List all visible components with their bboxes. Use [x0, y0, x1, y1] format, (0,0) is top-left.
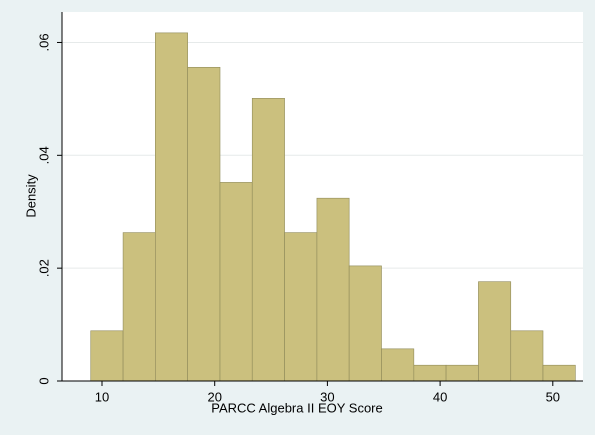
bar [381, 348, 415, 382]
bar [478, 281, 512, 382]
x-tick-label: 30 [320, 389, 334, 404]
x-axis-label: PARCC Algebra II EOY Score [211, 400, 382, 415]
bar [122, 232, 156, 382]
bar [187, 66, 221, 382]
y-tick-label: .02 [36, 259, 51, 277]
bar [348, 265, 382, 382]
bar [251, 98, 285, 382]
bar [510, 330, 544, 382]
bar [90, 330, 124, 382]
bar [542, 364, 576, 382]
x-tick-label: 40 [433, 389, 447, 404]
x-tick-label: 50 [546, 389, 560, 404]
y-tick-label: .06 [36, 33, 51, 51]
bar [316, 197, 350, 382]
y-tick-label: .04 [36, 146, 51, 164]
x-tick-label: 20 [207, 389, 221, 404]
y-tick-label: 0 [36, 377, 51, 384]
y-axis-label: Density [23, 174, 38, 218]
bar [155, 32, 188, 382]
bar [219, 182, 253, 382]
bar [413, 364, 447, 382]
bar [284, 232, 318, 382]
x-tick-label: 10 [95, 389, 109, 404]
bar [445, 364, 479, 382]
